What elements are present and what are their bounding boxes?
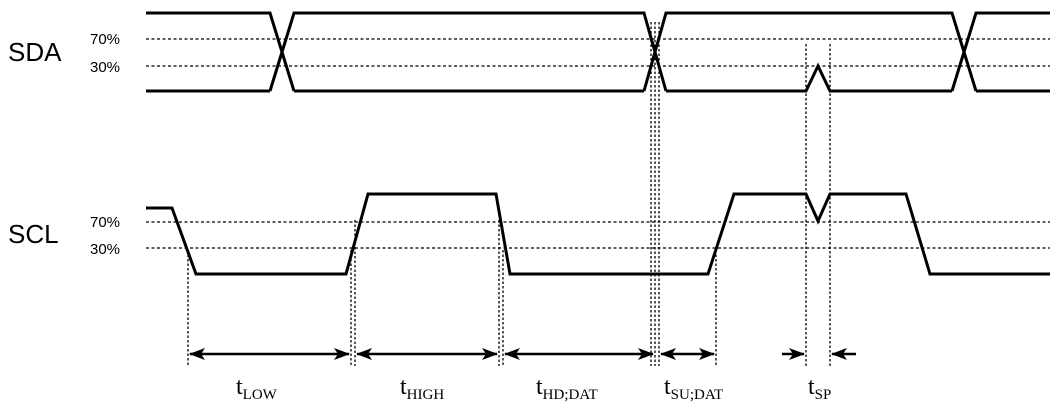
t-sp-label: tSP <box>808 374 831 403</box>
sda-30-label: 30% <box>90 59 120 76</box>
t-low-label: tLOW <box>236 374 278 403</box>
scl-waveform <box>146 192 1050 276</box>
t-hd-dat-label: tHD;DAT <box>536 374 598 403</box>
sda-label: SDA <box>8 37 62 67</box>
scl-label: SCL <box>8 219 59 249</box>
scl-30-label: 30% <box>90 241 120 258</box>
sda-70-label: 70% <box>90 31 120 48</box>
timing-guides <box>187 22 831 366</box>
sda-waveform <box>146 11 1050 93</box>
scl-70-label: 70% <box>90 214 120 231</box>
t-su-dat-label: tSU;DAT <box>664 374 723 403</box>
t-high-label: tHIGH <box>400 374 444 403</box>
